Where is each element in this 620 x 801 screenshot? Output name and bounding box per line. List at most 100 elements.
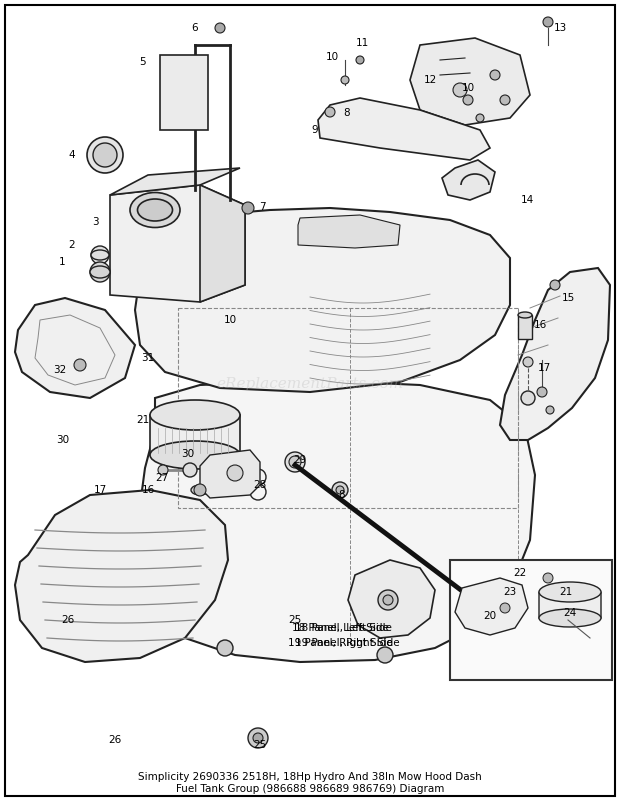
Polygon shape: [539, 592, 601, 624]
Text: 13: 13: [554, 23, 567, 33]
Circle shape: [500, 95, 510, 105]
Ellipse shape: [539, 609, 601, 627]
Circle shape: [543, 573, 553, 583]
Text: 25: 25: [288, 615, 301, 625]
Text: 1: 1: [59, 257, 65, 267]
Circle shape: [356, 56, 364, 64]
Text: 17: 17: [94, 485, 107, 495]
Bar: [160, 55, 208, 130]
Circle shape: [242, 202, 254, 214]
Circle shape: [93, 143, 117, 167]
Ellipse shape: [518, 312, 532, 318]
Polygon shape: [135, 208, 510, 392]
Circle shape: [341, 76, 349, 84]
Polygon shape: [455, 578, 528, 635]
Text: 22: 22: [513, 568, 526, 578]
Circle shape: [546, 406, 554, 414]
Text: 27: 27: [156, 473, 169, 483]
Text: 24: 24: [564, 608, 577, 618]
Circle shape: [289, 456, 301, 468]
Text: 10: 10: [223, 315, 237, 325]
Polygon shape: [200, 450, 260, 498]
Circle shape: [523, 357, 533, 367]
Text: Simplicity 2690336 2518H, 18Hp Hydro And 38In Mow Hood Dash
Fuel Tank Group (986: Simplicity 2690336 2518H, 18Hp Hydro And…: [138, 772, 482, 794]
Text: 8: 8: [339, 490, 345, 500]
Text: 19 Panel, Right Side: 19 Panel, Right Side: [295, 638, 400, 648]
Circle shape: [463, 95, 473, 105]
Ellipse shape: [90, 266, 110, 278]
Text: 15: 15: [561, 293, 575, 303]
Circle shape: [490, 70, 500, 80]
Text: eReplacementParts.com: eReplacementParts.com: [216, 377, 404, 392]
Text: 28: 28: [254, 480, 267, 490]
Text: 30: 30: [56, 435, 69, 445]
Text: 5: 5: [139, 57, 145, 67]
Text: 2: 2: [69, 240, 75, 250]
Circle shape: [336, 486, 344, 494]
Bar: [178, 308, 518, 508]
Circle shape: [378, 590, 398, 610]
Circle shape: [215, 23, 225, 33]
Text: 21: 21: [559, 587, 573, 597]
Polygon shape: [298, 215, 400, 248]
Text: 31: 31: [141, 353, 154, 363]
Polygon shape: [318, 98, 490, 160]
Text: 10: 10: [326, 52, 339, 62]
Text: 3: 3: [92, 217, 99, 227]
Circle shape: [253, 733, 263, 743]
Polygon shape: [410, 38, 530, 125]
Text: 32: 32: [53, 365, 66, 375]
Text: 17: 17: [538, 363, 551, 373]
Polygon shape: [138, 380, 535, 662]
Circle shape: [248, 728, 268, 748]
Polygon shape: [15, 490, 228, 662]
Circle shape: [217, 640, 233, 656]
Text: 29: 29: [293, 455, 307, 465]
Ellipse shape: [191, 485, 209, 495]
Ellipse shape: [150, 400, 240, 430]
Text: 6: 6: [192, 23, 198, 33]
Circle shape: [227, 465, 243, 481]
Polygon shape: [15, 298, 135, 398]
Circle shape: [90, 262, 110, 282]
Circle shape: [476, 114, 484, 122]
Text: 18 Panel, Left Side: 18 Panel, Left Side: [295, 623, 392, 633]
Polygon shape: [500, 268, 610, 440]
Text: 16: 16: [533, 320, 547, 330]
Ellipse shape: [130, 192, 180, 227]
Text: 9: 9: [312, 125, 318, 135]
Circle shape: [537, 387, 547, 397]
Text: 30: 30: [182, 449, 195, 459]
Polygon shape: [110, 168, 240, 195]
Circle shape: [183, 463, 197, 477]
Text: 26: 26: [61, 615, 74, 625]
Text: 23: 23: [503, 587, 516, 597]
Text: 25: 25: [254, 740, 267, 750]
Text: 12: 12: [423, 75, 436, 85]
Circle shape: [285, 452, 305, 472]
Polygon shape: [442, 160, 495, 200]
Circle shape: [194, 484, 206, 496]
Text: 7: 7: [259, 202, 265, 212]
Circle shape: [87, 137, 123, 173]
Circle shape: [550, 280, 560, 290]
Ellipse shape: [150, 441, 240, 469]
Text: 10: 10: [461, 83, 474, 93]
Circle shape: [332, 482, 348, 498]
Polygon shape: [150, 415, 240, 462]
Circle shape: [158, 465, 168, 475]
Polygon shape: [110, 185, 245, 302]
Text: 19 Panel, Right Side: 19 Panel, Right Side: [288, 638, 392, 648]
Circle shape: [453, 83, 467, 97]
Circle shape: [543, 17, 553, 27]
Circle shape: [325, 107, 335, 117]
Text: 14: 14: [520, 195, 534, 205]
Text: 26: 26: [108, 735, 122, 745]
Polygon shape: [348, 560, 435, 638]
Text: 20: 20: [484, 611, 497, 621]
Text: 4: 4: [69, 150, 75, 160]
Circle shape: [91, 246, 109, 264]
Circle shape: [74, 359, 86, 371]
Polygon shape: [200, 185, 245, 302]
Text: 8: 8: [343, 108, 350, 118]
